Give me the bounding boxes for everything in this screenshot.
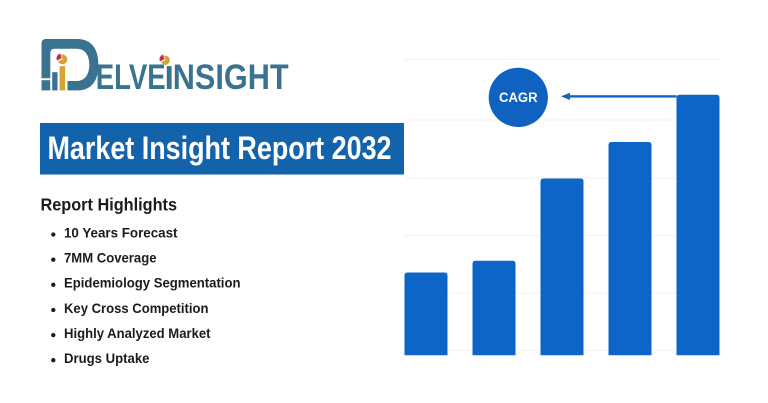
svg-text:Key Cross Competition: Key Cross Competition [64, 300, 209, 316]
svg-text:ELVE: ELVE [96, 58, 166, 97]
svg-text:7MM Coverage: 7MM Coverage [64, 250, 157, 266]
svg-text:NSIGHT: NSIGHT [173, 58, 289, 97]
svg-text:Epidemiology Segmentation: Epidemiology Segmentation [64, 275, 241, 291]
svg-text:Market Insight Report 2032: Market Insight Report 2032 [48, 130, 392, 166]
svg-text:Highly Analyzed Market: Highly Analyzed Market [64, 325, 211, 341]
svg-text:Report Highlights: Report Highlights [41, 195, 178, 215]
svg-text:CAGR: CAGR [499, 90, 538, 106]
svg-text:Drugs Uptake: Drugs Uptake [64, 350, 150, 366]
svg-text:10 Years Forecast: 10 Years Forecast [64, 224, 178, 240]
